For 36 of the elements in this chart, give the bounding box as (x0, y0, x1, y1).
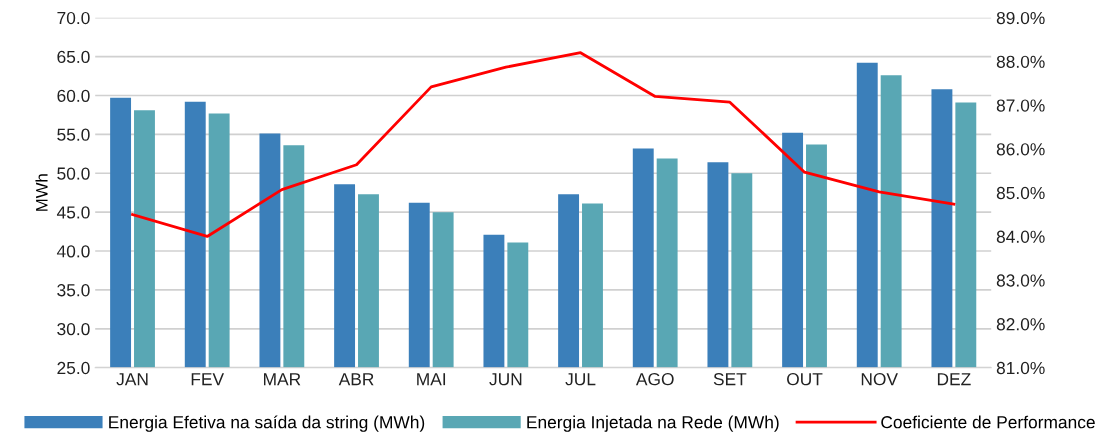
y-tick-label: 60.0 (57, 89, 90, 102)
y2-tick-label: 89.0% (996, 11, 1045, 25)
legend-label: Energia Injetada na Rede (MWh) (527, 415, 779, 432)
x-tick-label: JAN (116, 373, 148, 386)
x-tick-label: JUN (489, 373, 522, 386)
x-tick-label: SET (713, 373, 747, 386)
x-tick-label: FEV (191, 373, 225, 386)
y2-tick-label: 87.0% (996, 99, 1045, 112)
y-tick-label: 35.0 (57, 284, 90, 297)
x-tick-label: MAR (264, 373, 301, 386)
x-tick-label: JUL (565, 373, 596, 386)
x-tick-label: NOV (861, 373, 898, 386)
y2-tick-label: 86.0% (996, 143, 1045, 156)
y2-tick-label: 85.0% (996, 186, 1045, 200)
legend-label: Coeficiente de Performance (881, 415, 1095, 429)
y-tick-label: 50.0 (57, 167, 90, 180)
legend-label: Energia Efetiva na saída da string (MWh) (109, 415, 425, 432)
y-tick-label: 65.0 (57, 50, 90, 64)
x-tick-label: OUT (787, 373, 823, 386)
x-tick-label: MAI (417, 373, 446, 386)
x-tick-label: ABR (338, 373, 374, 386)
y2-tick-label: 84.0% (996, 230, 1045, 243)
line-series (131, 51, 956, 238)
y-axis-title: MWh (35, 174, 48, 211)
y-tick-label: 55.0 (57, 128, 90, 141)
y-tick-label: 25.0 (57, 361, 90, 375)
y-tick-label: 45.0 (56, 206, 90, 219)
x-tick-label: DEZ (937, 373, 971, 386)
y2-tick-label: 88.0% (996, 55, 1045, 68)
y-tick-label: 30.0 (57, 322, 90, 336)
y2-tick-label: 82.0% (996, 318, 1045, 331)
y-tick-label: 40.0 (56, 245, 90, 258)
y-tick-label: 70.0 (57, 11, 90, 25)
y2-tick-label: 83.0% (996, 274, 1045, 287)
y2-tick-label: 81.0% (996, 361, 1045, 375)
x-tick-label: AGO (635, 373, 674, 386)
